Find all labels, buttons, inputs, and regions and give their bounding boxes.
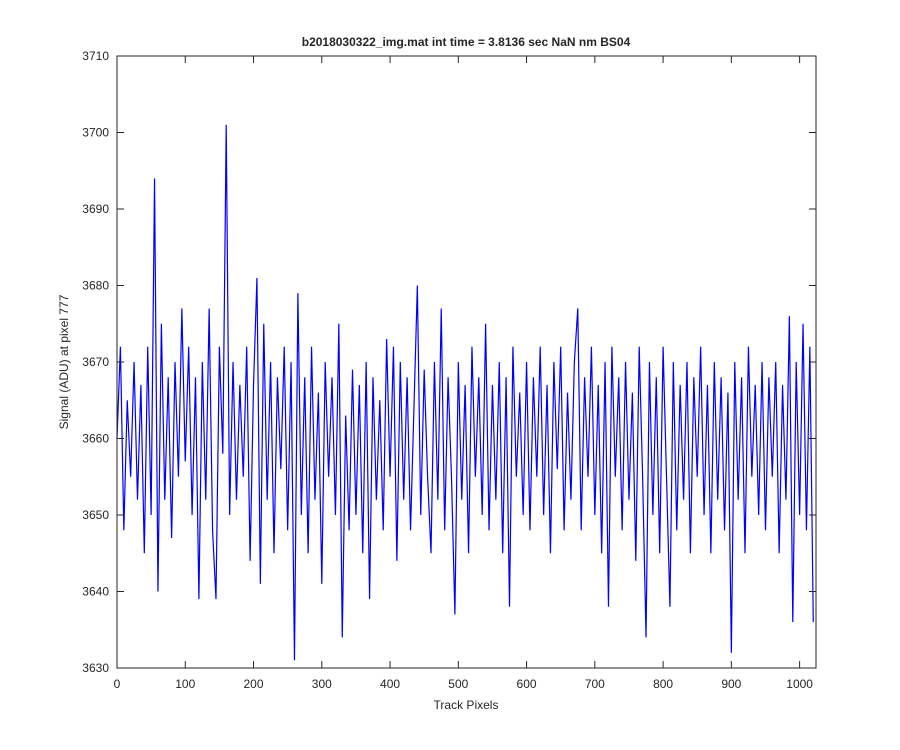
y-tick-label: 3640	[82, 585, 109, 599]
x-tick-label: 100	[175, 677, 195, 691]
x-tick-label: 600	[517, 677, 537, 691]
y-tick-label: 3710	[82, 49, 109, 63]
x-tick-label: 900	[721, 677, 741, 691]
y-tick-label: 3660	[82, 432, 109, 446]
x-tick-label: 300	[312, 677, 332, 691]
data-line	[116, 124, 814, 661]
y-tick-label: 3650	[82, 508, 109, 522]
y-tick-label: 3690	[82, 202, 109, 216]
x-axis-label: Track Pixels	[434, 698, 499, 712]
y-tick-label: 3670	[82, 355, 109, 369]
x-tick-label: 700	[585, 677, 605, 691]
axes-box	[116, 55, 817, 669]
y-tick-label: 3680	[82, 279, 109, 293]
chart-title: b2018030322_img.mat int time = 3.8136 se…	[302, 35, 631, 49]
x-tick-label: 800	[653, 677, 673, 691]
x-tick-label: 200	[244, 677, 264, 691]
y-tick-label: 3700	[82, 126, 109, 140]
y-axis-label: Signal (ADU) at pixel 777	[57, 294, 71, 429]
x-tick-label: 400	[380, 677, 400, 691]
x-tick-label: 500	[448, 677, 468, 691]
x-tick-label: 0	[114, 677, 121, 691]
y-tick-label: 3630	[82, 661, 109, 675]
x-tick-label: 1000	[786, 677, 813, 691]
